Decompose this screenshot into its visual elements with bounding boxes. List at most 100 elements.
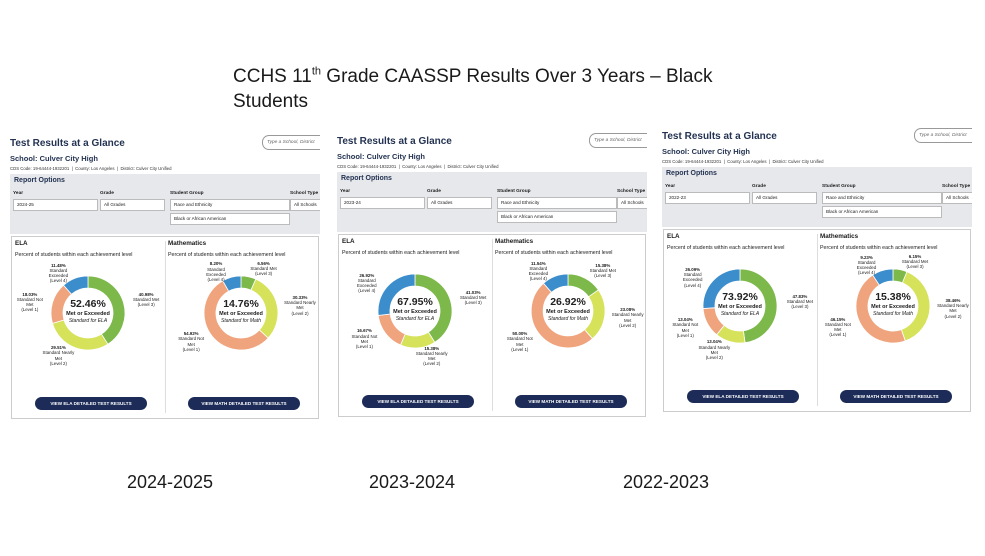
school-name: School: Culver City High bbox=[662, 147, 750, 156]
donut-segment bbox=[872, 268, 894, 286]
select-box[interactable]: All Grades bbox=[100, 199, 165, 211]
segment-name: Standard Nearly Met bbox=[698, 344, 731, 355]
field-label: Year bbox=[665, 184, 676, 189]
center-note: Standard for ELA bbox=[720, 310, 760, 317]
select-box[interactable]: Black or African American bbox=[497, 211, 617, 223]
detail-button[interactable]: VIEW ELA DETAILED TEST RESULTS bbox=[687, 390, 799, 403]
search-box[interactable]: Type a School, District bbox=[914, 128, 972, 143]
detail-button[interactable]: VIEW MATH DETAILED TEST RESULTS bbox=[840, 390, 952, 403]
segment-label: 54.92% Standard Not Met (Level 1) bbox=[174, 331, 208, 352]
segment-label: 13.04% Standard Nearly Met (Level 2) bbox=[697, 339, 731, 360]
donut-segment bbox=[63, 275, 89, 295]
section-title: Mathematics bbox=[820, 233, 859, 240]
segment-level: (Level 4) bbox=[858, 270, 876, 276]
cds-line: CDS Code: 19-64444-1932201 | County: Los… bbox=[10, 166, 172, 171]
detail-button[interactable]: VIEW MATH DETAILED TEST RESULTS bbox=[515, 395, 627, 408]
segment-value: 29.51% bbox=[50, 345, 66, 351]
donut-chart bbox=[530, 273, 606, 349]
segment-level: (Level 4) bbox=[684, 282, 702, 288]
select-box[interactable]: 2022-23 bbox=[665, 192, 750, 204]
field-label: Student Group bbox=[170, 191, 204, 196]
segment-value: 41.03% bbox=[465, 289, 481, 295]
segment-label: 8.20% Standard Exceeded (Level 4) bbox=[199, 261, 233, 282]
select-box[interactable]: All Schools bbox=[290, 199, 320, 211]
cds-line: CDS Code: 19-64444-1932201 | County: Los… bbox=[662, 159, 824, 164]
segment-value: 8.20% bbox=[209, 261, 223, 267]
segment-name: Standard Exceeded bbox=[206, 266, 226, 277]
segment-level: (Level 3) bbox=[255, 271, 273, 277]
select-box[interactable]: All Grades bbox=[752, 192, 817, 204]
segment-name: Standard Exceeded bbox=[528, 266, 549, 277]
select-box[interactable]: All Grades bbox=[427, 197, 492, 209]
field-label: Grade bbox=[100, 191, 114, 196]
segment-label: 26.92% Standard Exceeded (Level 4) bbox=[350, 273, 384, 294]
segment-label: 13.04% Standard Not Met (Level 1) bbox=[668, 317, 702, 338]
select-box[interactable]: Race and Ethnicity bbox=[170, 199, 290, 211]
detail-button[interactable]: VIEW MATH DETAILED TEST RESULTS bbox=[188, 397, 300, 410]
segment-name: Standard Not Met bbox=[506, 336, 533, 347]
select-box[interactable]: All Schools bbox=[617, 197, 647, 209]
field-label: Year bbox=[340, 189, 351, 194]
results-box: ELA Percent of students within each achie… bbox=[11, 236, 319, 419]
segment-level: (Level 4) bbox=[358, 288, 376, 294]
segment-value: 11.54% bbox=[531, 260, 546, 266]
segment-name: Standard Exceeded bbox=[856, 260, 877, 271]
segment-value: 15.38% bbox=[424, 345, 440, 351]
select-box[interactable]: 2024-25 bbox=[13, 199, 98, 211]
select-box[interactable]: Black or African American bbox=[170, 213, 290, 225]
cds-line: CDS Code: 19-64444-1932201 | County: Los… bbox=[337, 164, 499, 169]
segment-level: (Level 2) bbox=[705, 354, 723, 360]
select-box[interactable]: All Schools bbox=[942, 192, 972, 204]
segment-value: 15.38% bbox=[595, 263, 611, 269]
center-label: Met or Exceeded bbox=[546, 309, 590, 315]
donut-chart bbox=[203, 275, 279, 351]
segment-label: 38.46% Standard Nearly Met (Level 2) bbox=[936, 298, 970, 319]
select-box[interactable]: 2023-24 bbox=[340, 197, 425, 209]
center-value: 14.76% bbox=[223, 298, 259, 310]
search-box[interactable]: Type a School, District bbox=[262, 135, 320, 150]
detail-button[interactable]: VIEW ELA DETAILED TEST RESULTS bbox=[35, 397, 147, 410]
select-box[interactable]: Race and Ethnicity bbox=[497, 197, 617, 209]
segment-name: Standard Not Met bbox=[16, 296, 43, 308]
segment-value: 6.56% bbox=[257, 260, 270, 266]
report-options: Report Options Year 2024-25 Grade All Grades… bbox=[10, 174, 320, 234]
segment-label: 6.56% Standard Met (Level 3) bbox=[247, 261, 281, 277]
section-subtitle: Percent of students within each achievem… bbox=[820, 245, 938, 251]
segment-label: 16.67% Standard Not Met (Level 1) bbox=[347, 328, 381, 349]
center-label: Met or Exceeded bbox=[66, 311, 110, 317]
title-text: Grade CAASSP Results Over 3 Years – Blac… bbox=[233, 66, 713, 112]
donut-chart bbox=[377, 273, 453, 349]
segment-value: 50.00% bbox=[512, 331, 528, 337]
segment-level: (Level 1) bbox=[21, 307, 39, 313]
section-title: Mathematics bbox=[168, 240, 207, 247]
search-box[interactable]: Type a School, District bbox=[589, 133, 647, 148]
select-box[interactable]: Race and Ethnicity bbox=[822, 192, 942, 204]
select-box[interactable]: Black or African American bbox=[822, 206, 942, 218]
section-subtitle: Percent of students within each achievem… bbox=[15, 252, 133, 258]
segment-level: (Level 2) bbox=[291, 310, 309, 316]
segment-level: (Level 3) bbox=[906, 264, 924, 270]
segment-label: 18.03% Standard Not Met (Level 1) bbox=[13, 292, 47, 313]
center-value: 67.95% bbox=[397, 296, 433, 308]
donut-segment bbox=[222, 275, 242, 292]
segment-name: Standard Not Met bbox=[672, 322, 699, 333]
center-note: Standard for ELA bbox=[395, 315, 435, 322]
segment-value: 23.08% bbox=[620, 307, 636, 313]
dashboard-screenshot: Test Results at a Glance Type a School, D… bbox=[337, 133, 647, 418]
section-title: ELA bbox=[342, 238, 355, 245]
donut-segment bbox=[542, 273, 569, 293]
segment-label: 30.33% Standard Nearly Met (Level 2) bbox=[283, 295, 317, 316]
segment-name: Standard Met bbox=[132, 296, 160, 302]
field-label: School Type bbox=[290, 191, 319, 196]
field-label: Grade bbox=[427, 189, 441, 194]
segment-level: (Level 1) bbox=[676, 332, 694, 338]
segment-level: (Level 3) bbox=[137, 302, 155, 308]
field-label: Year bbox=[13, 191, 24, 196]
segment-name: Standard Met bbox=[901, 259, 929, 264]
year-caption: 2024-2025 bbox=[126, 472, 214, 492]
segment-name: Standard Not Met bbox=[178, 336, 205, 347]
detail-button[interactable]: VIEW ELA DETAILED TEST RESULTS bbox=[362, 395, 474, 408]
segment-value: 26.09% bbox=[685, 266, 701, 272]
donut-center: 26.92% Met or Exceeded Standard for Math bbox=[544, 296, 592, 322]
